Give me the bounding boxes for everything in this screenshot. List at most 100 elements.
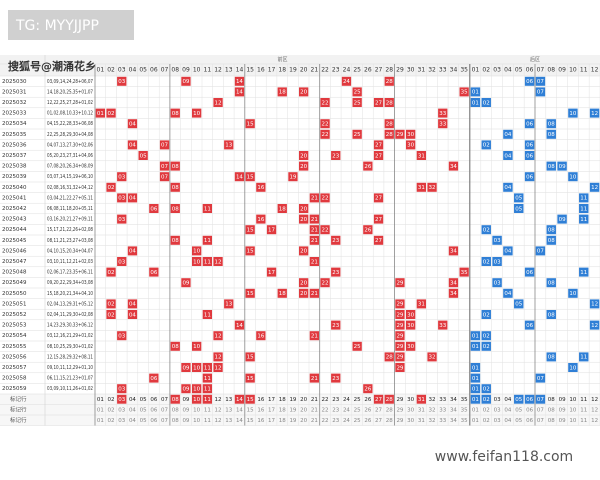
marker-number: 16 — [257, 407, 264, 413]
back-hit: 07 — [537, 249, 544, 255]
marker-number: 27 — [375, 418, 382, 424]
back-hit-box — [524, 172, 535, 182]
front-hit: 21 — [311, 228, 318, 234]
back-hit: 10 — [569, 111, 576, 117]
marker-number: 11 — [580, 407, 587, 413]
back-hit: 08 — [548, 281, 555, 287]
marker-back-hit-box — [535, 394, 546, 404]
marker-number: 08 — [548, 407, 555, 413]
front-hit: 18 — [279, 90, 286, 96]
marker-label: 标记行 — [10, 395, 27, 403]
marker-number: 04 — [129, 407, 136, 413]
front-hit: 21 — [311, 334, 318, 340]
front-hit-box — [331, 235, 341, 245]
back-hit-box — [589, 108, 600, 118]
marker-number: 03 — [494, 397, 501, 403]
front-hit: 06 — [150, 270, 157, 276]
back-hit: 02 — [483, 100, 490, 106]
back-hit-box — [503, 246, 513, 256]
back-hit-box — [470, 331, 481, 341]
column-number: 20 — [300, 67, 308, 74]
marker-number: 33 — [439, 397, 446, 403]
back-hit: 11 — [580, 196, 587, 202]
marker-number: 05 — [140, 397, 147, 403]
front-hit: 19 — [289, 175, 296, 181]
column-number: 33 — [439, 67, 447, 74]
marker-number: 04 — [504, 407, 511, 413]
front-hit: 11 — [204, 387, 211, 393]
front-hit: 04 — [129, 196, 136, 202]
front-hit-box — [106, 310, 116, 319]
back-hit-box — [481, 310, 491, 319]
front-hit-box — [416, 299, 426, 309]
marker-number: 05 — [140, 407, 147, 413]
front-hit: 25 — [354, 344, 361, 350]
marker-number: 20 — [300, 397, 307, 403]
back-hit: 05 — [515, 302, 522, 308]
front-hit-box — [277, 288, 287, 298]
front-hit: 31 — [418, 302, 425, 308]
front-hit: 31 — [418, 153, 425, 159]
draw-result: 14,18,20,25,35+01,07 — [47, 89, 93, 95]
front-hit: 26 — [364, 228, 371, 234]
marker-number: 07 — [537, 418, 544, 424]
marker-number: 02 — [483, 418, 490, 424]
front-hit: 20 — [300, 217, 307, 223]
marker-front-hit-box — [170, 394, 180, 404]
back-hit: 06 — [526, 323, 533, 329]
marker-back-hit-box — [470, 394, 481, 404]
front-hit-box — [448, 246, 459, 256]
marker-number: 05 — [140, 418, 147, 424]
front-hit-box — [406, 341, 416, 351]
back-hit-box — [589, 182, 600, 192]
front-hit: 11 — [204, 238, 211, 244]
marker-number: 12 — [591, 397, 598, 403]
marker-number: 09 — [182, 418, 189, 424]
issue: 2025043 — [2, 217, 27, 223]
draw-result: 04,15,22,28,33+06,08 — [47, 121, 93, 127]
front-hit-box — [95, 108, 105, 118]
column-number: 17 — [268, 67, 276, 74]
front-hit: 11 — [204, 376, 211, 382]
draw-result: 15,17,21,22,26+02,08 — [47, 227, 93, 233]
front-hit-box — [395, 341, 405, 351]
marker-number: 32 — [429, 418, 436, 424]
issue: 2025047 — [2, 259, 27, 265]
marker-number: 03 — [494, 407, 501, 413]
front-hit-box — [213, 98, 223, 107]
draw-result: 03,12,16,21,29+01,02 — [47, 333, 93, 339]
front-hit-box — [149, 373, 159, 383]
front-hit-box — [234, 172, 245, 182]
front-hit-box — [192, 384, 202, 394]
back-hit: 04 — [504, 291, 511, 297]
issue: 2025053 — [2, 323, 27, 329]
front-hit: 35 — [461, 90, 468, 96]
front-hit: 02 — [108, 302, 115, 308]
marker-front-hit: 11 — [204, 397, 211, 403]
marker-number: 12 — [215, 418, 222, 424]
back-hit-box — [514, 204, 524, 213]
front-hit-box — [213, 257, 223, 266]
back-hit-box — [524, 151, 535, 160]
marker-number: 01 — [97, 418, 104, 424]
front-hit: 10 — [193, 387, 200, 393]
marker-number: 09 — [559, 418, 566, 424]
front-hit-box — [192, 341, 202, 351]
front-hit-box — [234, 320, 245, 330]
marker-front-hit: 10 — [193, 397, 200, 403]
front-hit-box — [245, 288, 255, 298]
front-hit: 23 — [332, 238, 339, 244]
front-hit-box — [384, 129, 394, 139]
front-hit-box — [117, 193, 127, 203]
marker-number: 04 — [129, 418, 136, 424]
front-hit-box — [384, 352, 394, 362]
marker-number: 28 — [386, 407, 393, 413]
front-hit: 10 — [193, 344, 200, 350]
marker-number: 34 — [450, 418, 457, 424]
back-hit: 12 — [591, 185, 598, 191]
back-hit: 01 — [472, 344, 479, 350]
front-hit: 28 — [386, 79, 393, 85]
marker-number: 08 — [172, 407, 179, 413]
front-hit: 20 — [300, 281, 307, 287]
draw-result: 09,10,11,12,29+01,10 — [47, 365, 93, 371]
